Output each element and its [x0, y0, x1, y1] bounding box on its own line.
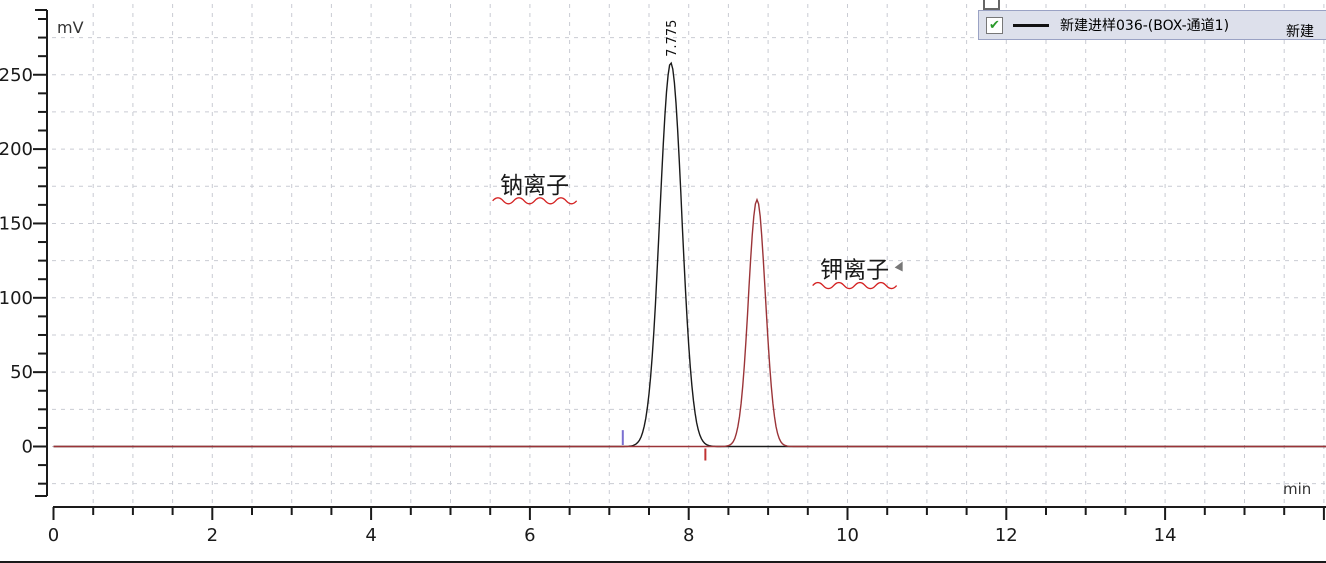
svg-text:14: 14	[1154, 525, 1177, 546]
svg-text:12: 12	[995, 525, 1018, 546]
svg-text:0: 0	[48, 525, 59, 546]
svg-text:100: 100	[0, 288, 33, 309]
x-axis-unit-label: min	[1283, 480, 1311, 498]
annotation-text-2: 钾离子	[820, 258, 889, 284]
svg-text:6: 6	[524, 525, 535, 546]
svg-text:0: 0	[22, 437, 33, 458]
legend-entry-label: 新建进样036-(BOX-通道1)	[1060, 18, 1230, 34]
legend-line-sample	[1013, 23, 1049, 27]
series-trace-1	[53, 61, 1326, 448]
x-axis	[52, 506, 1326, 520]
wavy-underline-1	[492, 197, 578, 205]
legend-entry-1[interactable]: ✔ 新建进样036-(BOX-通道1)	[979, 11, 1229, 39]
svg-text:2: 2	[207, 525, 218, 546]
annotation-text-1: 钠离子	[500, 173, 569, 199]
clipped-checkbox[interactable]	[983, 0, 1000, 10]
y-axis	[33, 9, 48, 497]
svg-text:50: 50	[10, 362, 33, 383]
series-trace-2	[53, 197, 1326, 448]
peak-retention-time-label: 7.775	[665, 20, 680, 57]
legend-box: ✔ 新建进样036-(BOX-通道1) 新建	[978, 10, 1326, 40]
svg-text:10: 10	[836, 525, 859, 546]
legend-entry-2[interactable]: 新建	[1286, 17, 1314, 45]
svg-text:8: 8	[683, 525, 694, 546]
y-tick-labels: 0 50 100 150 200 250	[0, 65, 33, 458]
y-axis-unit-label: mV	[57, 18, 84, 37]
legend-entry-label-2: 新建	[1286, 24, 1314, 40]
svg-text:150: 150	[0, 213, 33, 234]
legend-checkbox-icon[interactable]: ✔	[986, 16, 1003, 34]
svg-text:250: 250	[0, 65, 33, 86]
svg-text:200: 200	[0, 139, 33, 160]
x-tick-labels: 0 2 4 6 8 10 12 14	[48, 525, 1177, 546]
text-cursor-arrow-icon	[894, 261, 903, 272]
grid	[52, 4, 1326, 504]
wavy-underline-2	[812, 281, 898, 290]
svg-text:4: 4	[365, 525, 376, 546]
